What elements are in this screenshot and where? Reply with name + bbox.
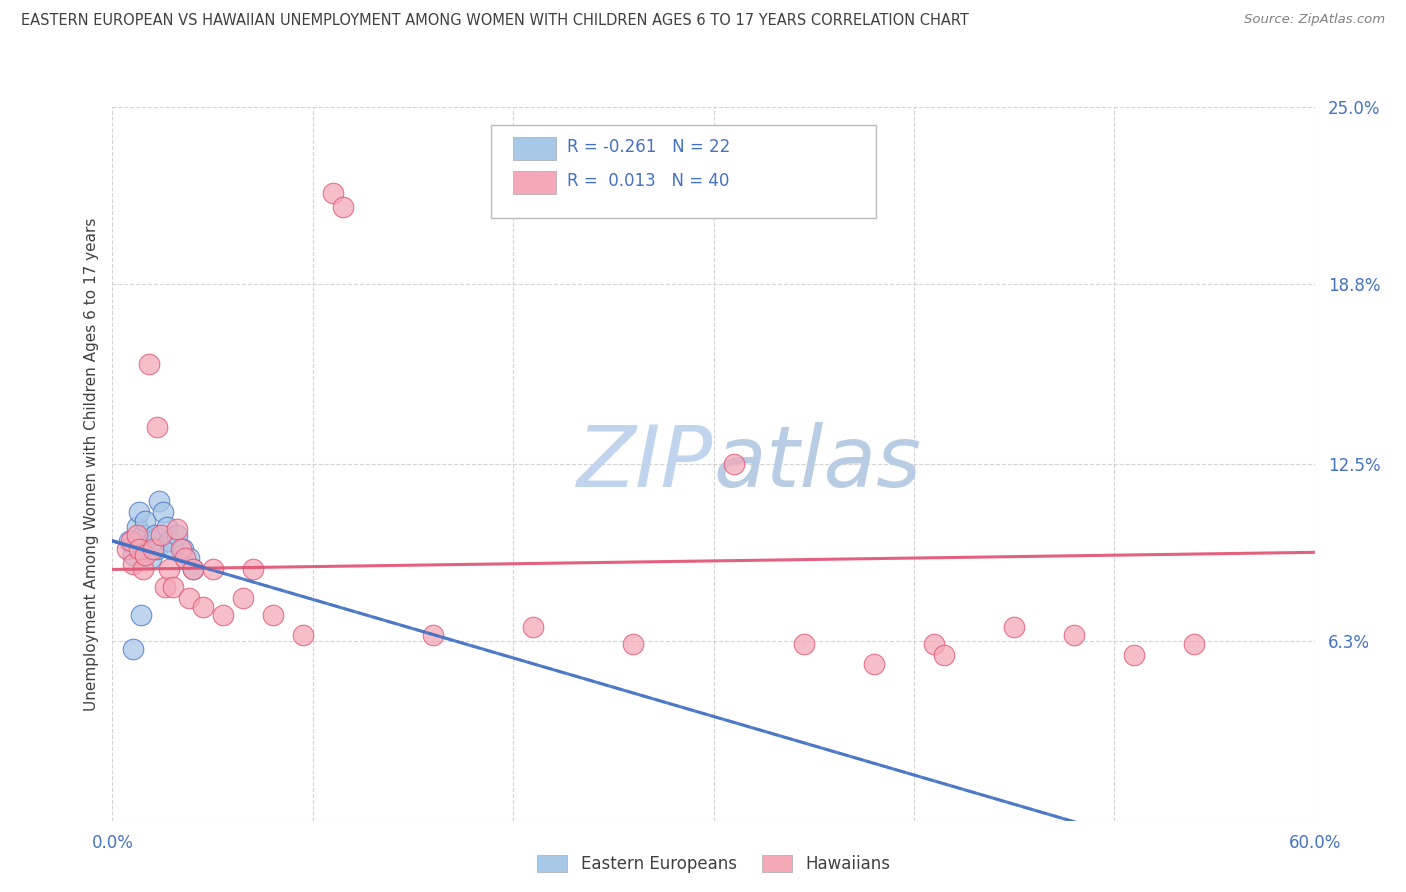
Point (211, 608, 233, 623)
Text: atlas: atlas (713, 422, 921, 506)
Point (291, 628, 314, 642)
Point (148, 494, 170, 508)
Point (177, 551, 200, 566)
Point (141, 533, 163, 548)
Point (201, 562, 224, 576)
Point (138, 357, 160, 371)
Point (262, 608, 284, 623)
Point (141, 542, 163, 557)
Point (191, 599, 214, 614)
Text: EASTERN EUROPEAN VS HAWAIIAN UNEMPLOYMENT AMONG WOMEN WITH CHILDREN AGES 6 TO 17: EASTERN EUROPEAN VS HAWAIIAN UNEMPLOYMEN… (21, 13, 969, 29)
Point (145, 542, 167, 557)
Point (115, 542, 138, 557)
Point (422, 628, 444, 642)
Point (153, 580, 176, 594)
Text: R =  0.013   N = 40: R = 0.013 N = 40 (567, 172, 730, 190)
FancyBboxPatch shape (513, 171, 555, 194)
Point (181, 562, 204, 576)
Point (121, 642, 143, 657)
Text: Source: ZipAtlas.com: Source: ZipAtlas.com (1244, 13, 1385, 27)
Point (121, 557, 143, 571)
Point (181, 562, 204, 576)
Point (155, 519, 177, 533)
Point (121, 548, 143, 562)
Point (129, 608, 152, 623)
Point (863, 657, 886, 671)
Point (232, 591, 254, 605)
Point (177, 591, 200, 605)
Point (125, 528, 148, 542)
Point (322, 186, 344, 200)
Point (166, 523, 188, 537)
Point (1002, 619, 1025, 633)
Y-axis label: Unemployment Among Women with Children Ages 6 to 17 years: Unemployment Among Women with Children A… (83, 217, 98, 711)
Point (932, 648, 955, 662)
Point (1063, 628, 1085, 642)
Point (143, 528, 166, 542)
Point (134, 514, 156, 528)
Point (152, 505, 174, 519)
Point (166, 528, 188, 542)
Point (162, 580, 184, 594)
Point (922, 637, 945, 651)
Point (128, 542, 150, 557)
Point (128, 505, 150, 519)
Point (157, 562, 180, 576)
Point (242, 562, 264, 576)
Point (723, 457, 745, 471)
Text: R = -0.261   N = 22: R = -0.261 N = 22 (567, 138, 730, 156)
Point (1123, 648, 1146, 662)
Text: ZIP: ZIP (578, 422, 713, 506)
Legend: Eastern Europeans, Hawaiians: Eastern Europeans, Hawaiians (530, 848, 897, 880)
Point (134, 548, 156, 562)
Point (522, 619, 544, 633)
Point (173, 551, 195, 566)
Point (172, 542, 194, 557)
FancyBboxPatch shape (513, 137, 555, 160)
Point (157, 533, 180, 548)
Point (149, 528, 172, 542)
Point (162, 542, 184, 557)
Point (120, 533, 142, 548)
Point (621, 637, 644, 651)
Point (131, 528, 153, 542)
Point (125, 519, 148, 533)
Point (1184, 637, 1206, 651)
Point (169, 542, 191, 557)
Point (131, 562, 153, 576)
Point (139, 551, 162, 566)
Point (117, 533, 139, 548)
Point (332, 200, 354, 214)
Point (793, 637, 815, 651)
FancyBboxPatch shape (491, 125, 876, 218)
Point (145, 419, 167, 434)
Point (138, 542, 160, 557)
